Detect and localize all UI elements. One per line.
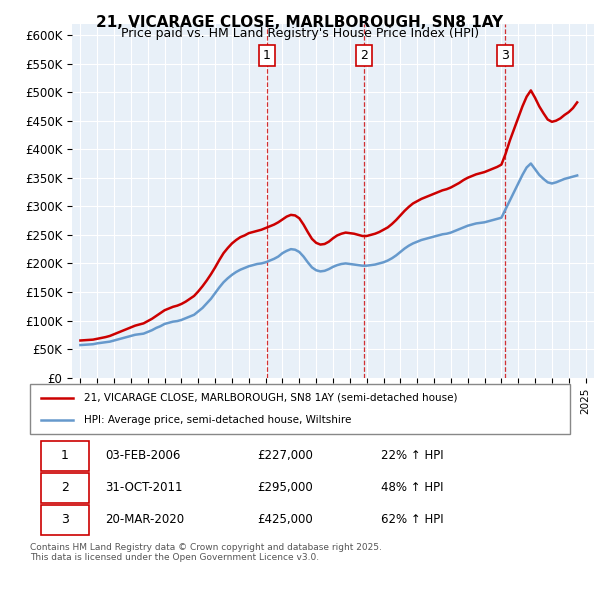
FancyBboxPatch shape: [30, 384, 570, 434]
Text: 2: 2: [360, 49, 368, 62]
Text: Contains HM Land Registry data © Crown copyright and database right 2025.
This d: Contains HM Land Registry data © Crown c…: [30, 543, 382, 562]
Text: HPI: Average price, semi-detached house, Wiltshire: HPI: Average price, semi-detached house,…: [84, 415, 352, 425]
FancyBboxPatch shape: [41, 505, 89, 535]
Text: 1: 1: [263, 49, 271, 62]
Text: £227,000: £227,000: [257, 449, 313, 462]
Text: 3: 3: [501, 49, 509, 62]
Text: 21, VICARAGE CLOSE, MARLBOROUGH, SN8 1AY: 21, VICARAGE CLOSE, MARLBOROUGH, SN8 1AY: [97, 15, 503, 30]
FancyBboxPatch shape: [41, 441, 89, 471]
FancyBboxPatch shape: [41, 473, 89, 503]
Text: 1: 1: [61, 449, 69, 462]
Text: £425,000: £425,000: [257, 513, 313, 526]
Text: 2: 2: [61, 481, 69, 494]
Text: 48% ↑ HPI: 48% ↑ HPI: [381, 481, 443, 494]
Text: £295,000: £295,000: [257, 481, 313, 494]
Text: Price paid vs. HM Land Registry's House Price Index (HPI): Price paid vs. HM Land Registry's House …: [121, 27, 479, 40]
Text: 03-FEB-2006: 03-FEB-2006: [106, 449, 181, 462]
Text: 20-MAR-2020: 20-MAR-2020: [106, 513, 185, 526]
Text: 31-OCT-2011: 31-OCT-2011: [106, 481, 183, 494]
Text: 3: 3: [61, 513, 69, 526]
Text: 62% ↑ HPI: 62% ↑ HPI: [381, 513, 443, 526]
Text: 21, VICARAGE CLOSE, MARLBOROUGH, SN8 1AY (semi-detached house): 21, VICARAGE CLOSE, MARLBOROUGH, SN8 1AY…: [84, 392, 458, 402]
Text: 22% ↑ HPI: 22% ↑ HPI: [381, 449, 443, 462]
